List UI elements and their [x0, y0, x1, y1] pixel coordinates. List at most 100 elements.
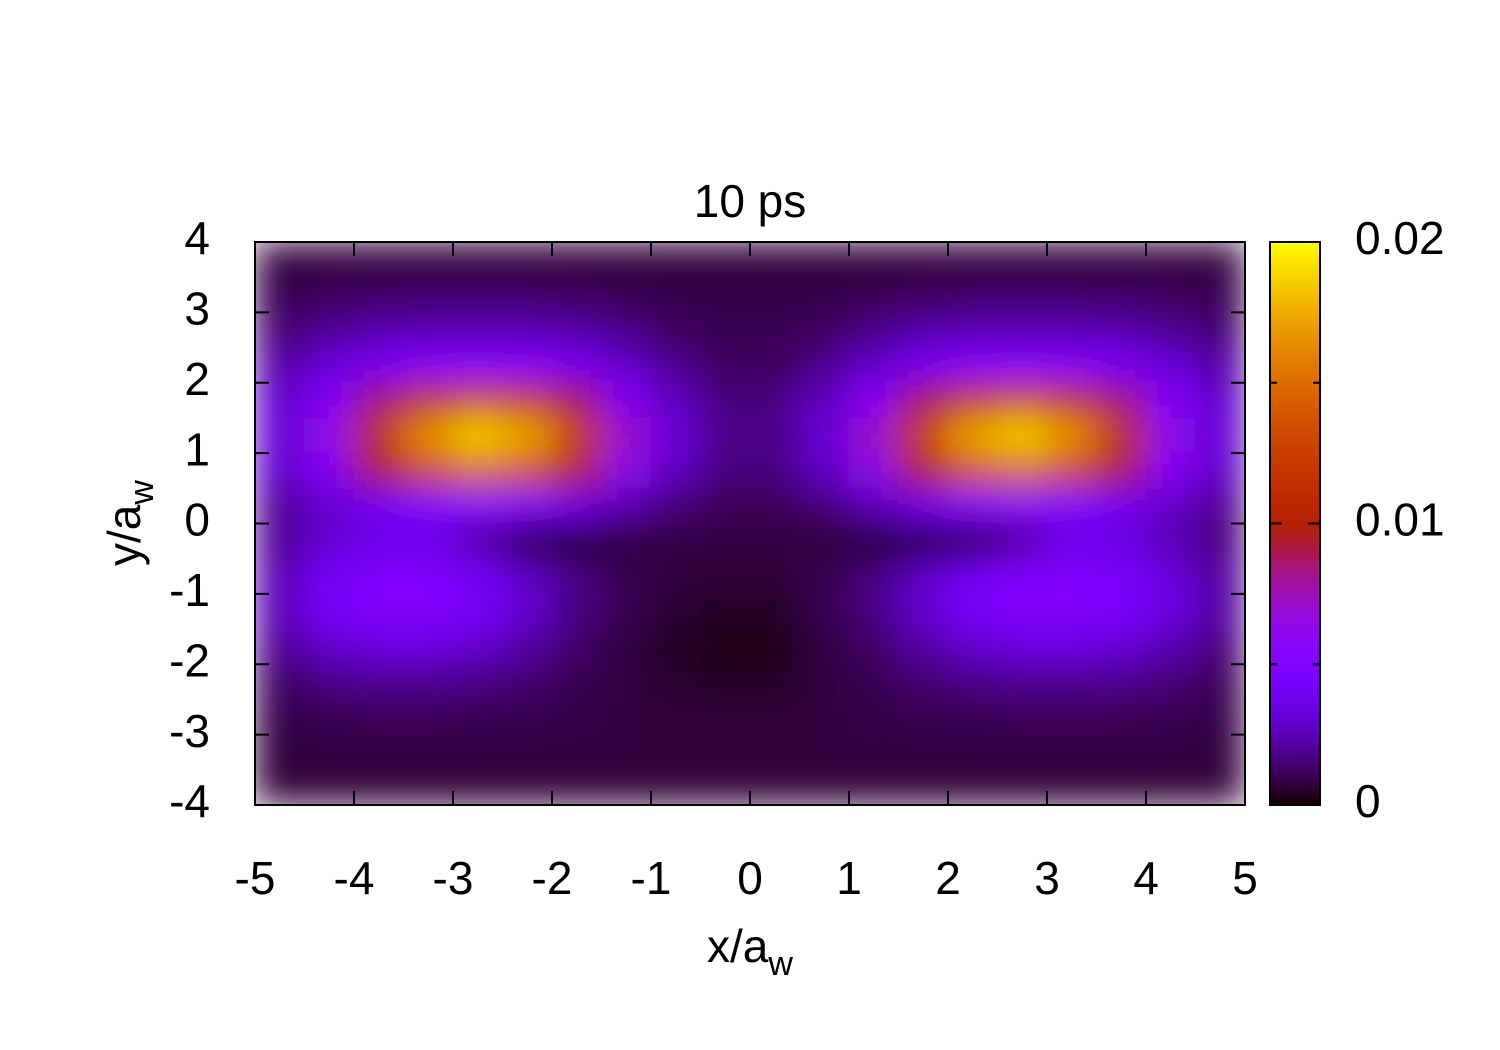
colorbar-band — [1270, 708, 1320, 713]
heatmap-cell — [650, 276, 701, 313]
heatmap-cell — [1195, 382, 1245, 419]
heatmap-cell — [502, 663, 553, 700]
heatmap-cell — [1195, 593, 1245, 630]
colorbar-band — [1270, 712, 1320, 717]
heatmap-cell — [452, 523, 503, 560]
colorbar-band — [1270, 386, 1320, 392]
heatmap-cell — [601, 663, 652, 700]
heatmap-cell — [255, 523, 305, 560]
heatmap-cell — [551, 628, 602, 665]
colorbar-tick-label: 0 — [1355, 775, 1381, 827]
heatmap-cell — [1145, 769, 1196, 805]
heatmap-cell — [353, 487, 404, 524]
heatmap-cell — [947, 593, 998, 630]
heatmap-cell — [304, 311, 355, 349]
heatmap-cell — [848, 311, 899, 349]
colorbar-band — [1270, 430, 1320, 436]
heatmap-cell — [650, 242, 701, 278]
colorbar-band — [1270, 607, 1320, 613]
heatmap-cell — [403, 382, 454, 419]
colorbar-band — [1270, 611, 1320, 617]
colorbar-band — [1270, 619, 1320, 625]
heatmap-cell — [1096, 382, 1147, 419]
heatmap-cell — [799, 593, 850, 630]
heatmap-cell — [799, 347, 850, 384]
heatmap-cell — [1145, 523, 1196, 560]
colorbar-band — [1270, 643, 1320, 649]
heatmap-cell — [255, 593, 305, 630]
heatmap-cell — [1096, 769, 1147, 805]
heatmap-cell — [650, 663, 701, 700]
heatmap-cell — [997, 347, 1048, 384]
colorbar-band — [1270, 474, 1320, 480]
y-tick-label: -3 — [169, 705, 210, 757]
colorbar-band — [1270, 503, 1320, 508]
y-axis-label: y/aw — [98, 480, 161, 566]
heatmap-cell — [601, 242, 652, 278]
heatmap-cell — [601, 276, 652, 313]
heatmap-cell — [551, 417, 602, 454]
heatmap-cell — [1195, 734, 1245, 771]
heatmap-cell — [452, 417, 503, 454]
heatmap-cell — [551, 487, 602, 524]
heatmap-cell — [452, 242, 503, 278]
heatmap-cell — [452, 698, 503, 736]
x-tick-label: -2 — [532, 852, 573, 904]
colorbar-band — [1270, 515, 1320, 520]
heatmap-cell — [1096, 523, 1147, 560]
colorbar-band — [1270, 543, 1320, 548]
heatmap-cell — [1195, 558, 1245, 595]
heatmap-cell — [1145, 487, 1196, 524]
heatmap-cell — [502, 523, 553, 560]
colorbar-band — [1270, 671, 1320, 677]
colorbar-band — [1270, 346, 1320, 351]
heatmap-cell — [1046, 663, 1097, 700]
heatmap-cell — [502, 734, 553, 771]
heatmap-cell — [749, 734, 800, 771]
heatmap-cell — [1046, 698, 1097, 736]
heatmap-cell — [353, 734, 404, 771]
y-tick-label: -1 — [169, 564, 210, 616]
heatmap-cell — [997, 593, 1048, 630]
colorbar-band — [1270, 764, 1320, 770]
heatmap-cell — [502, 347, 553, 384]
heatmap-cell — [1096, 347, 1147, 384]
heatmap-cell — [650, 558, 701, 595]
heatmap-cell — [452, 769, 503, 805]
heatmap-cell — [502, 769, 553, 805]
x-axis-label-main: x/a — [707, 920, 769, 972]
heatmap — [255, 242, 1245, 805]
heatmap-cell — [1145, 558, 1196, 595]
colorbar-band — [1270, 667, 1320, 673]
colorbar-tick-label: 0.02 — [1355, 212, 1445, 264]
heatmap-cell — [353, 593, 404, 630]
colorbar-band — [1270, 523, 1320, 528]
heatmap-cell — [1096, 276, 1147, 313]
heatmap-cell — [898, 628, 949, 665]
heatmap-cell — [255, 276, 305, 313]
colorbar-band — [1270, 591, 1320, 597]
heatmap-cell — [502, 698, 553, 736]
colorbar-band — [1270, 422, 1320, 428]
heatmap-cell — [1046, 276, 1097, 313]
heatmap-cell — [1046, 523, 1097, 560]
colorbar-band — [1270, 334, 1320, 339]
heatmap-cell — [898, 347, 949, 384]
heatmap-cell — [304, 558, 355, 595]
colorbar-band — [1270, 241, 1320, 247]
heatmap-cell — [255, 417, 305, 454]
colorbar-band — [1270, 792, 1320, 798]
heatmap-cell — [403, 452, 454, 489]
heatmap-cell — [551, 698, 602, 736]
colorbar-band — [1270, 289, 1320, 295]
heatmap-cell — [304, 663, 355, 700]
colorbar-band — [1270, 293, 1320, 299]
heatmap-cell — [452, 734, 503, 771]
colorbar-band — [1270, 261, 1320, 267]
heatmap-cell — [502, 382, 553, 419]
heatmap-cell — [1195, 663, 1245, 700]
colorbar-band — [1270, 684, 1320, 689]
heatmap-cell — [551, 452, 602, 489]
heatmap-cell — [1046, 734, 1097, 771]
